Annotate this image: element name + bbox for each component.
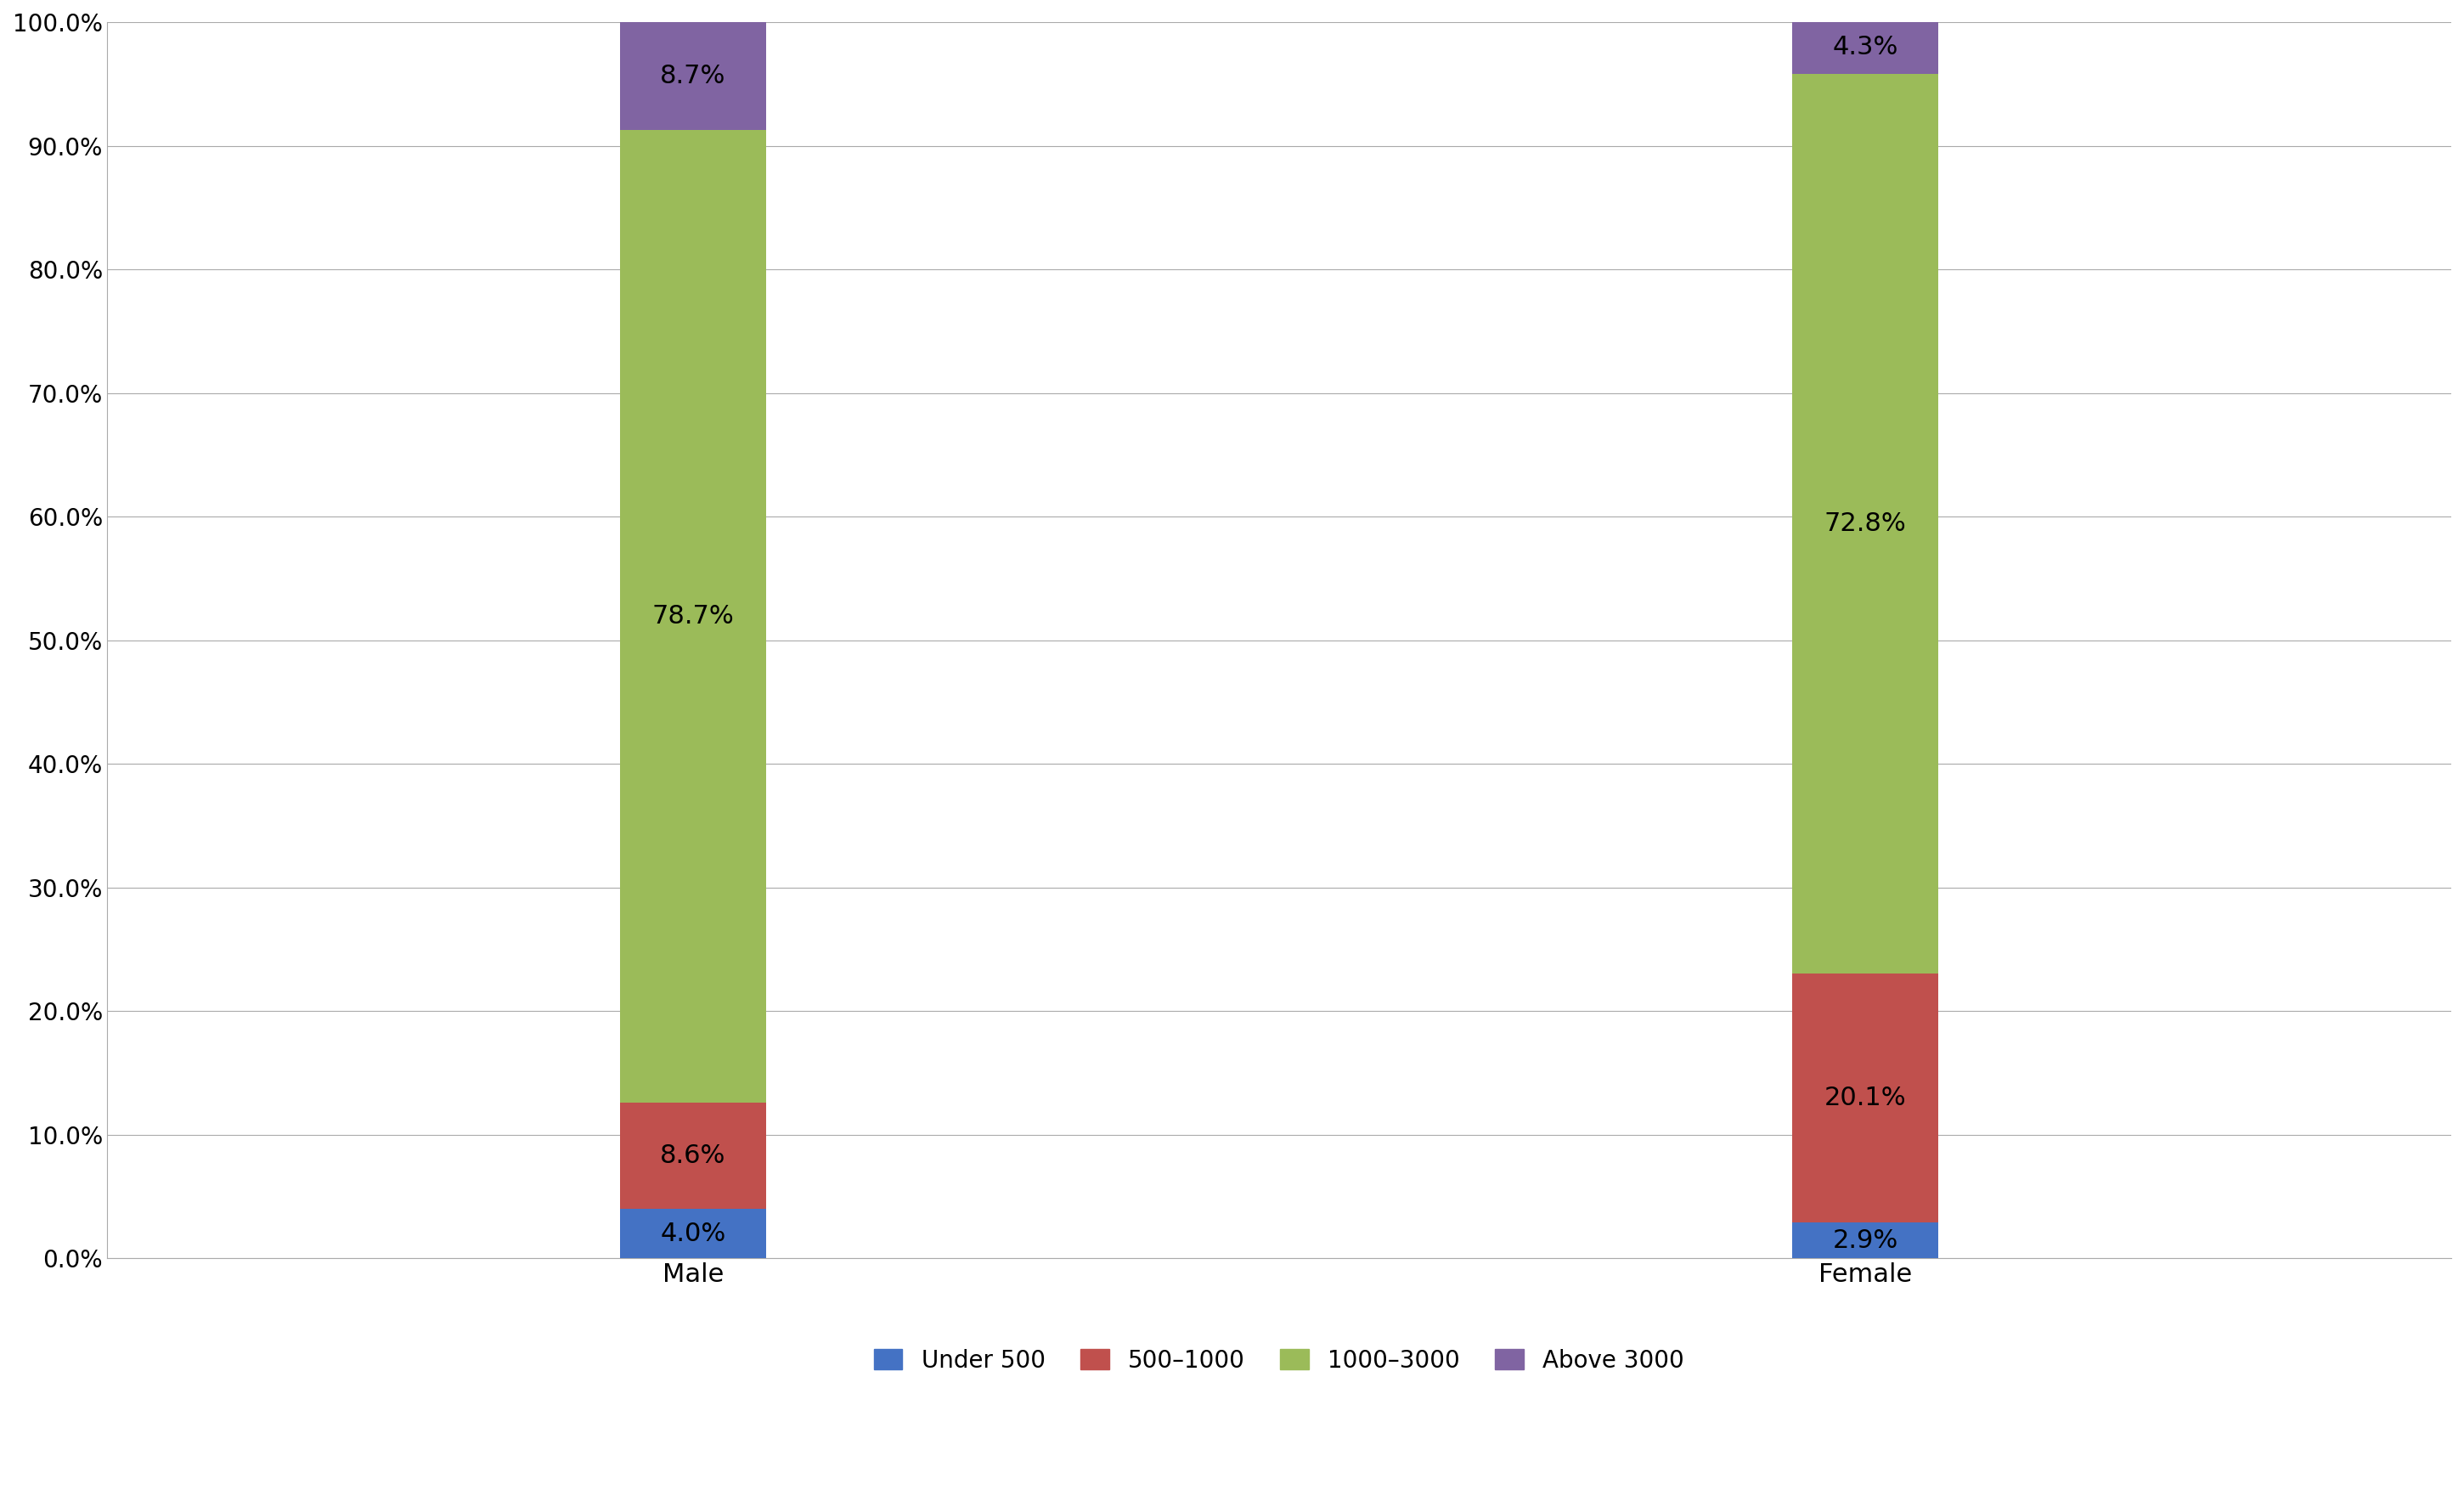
- Bar: [1791, 74, 1939, 974]
- Text: 78.7%: 78.7%: [653, 603, 734, 629]
- Text: 8.7%: 8.7%: [660, 64, 727, 88]
- Text: 2.9%: 2.9%: [1833, 1228, 1897, 1253]
- Bar: [621, 130, 766, 1103]
- Bar: [621, 1103, 766, 1208]
- Bar: [621, 1208, 766, 1258]
- Text: 72.8%: 72.8%: [1823, 511, 1907, 536]
- Bar: [1791, 1222, 1939, 1258]
- Text: 4.3%: 4.3%: [1833, 36, 1897, 60]
- Text: 8.6%: 8.6%: [660, 1143, 727, 1168]
- Text: 20.1%: 20.1%: [1823, 1086, 1907, 1110]
- Bar: [1791, 21, 1939, 74]
- Text: 4.0%: 4.0%: [660, 1222, 727, 1246]
- Legend: Under 500, 500–1000, 1000–3000, Above 3000: Under 500, 500–1000, 1000–3000, Above 30…: [865, 1340, 1693, 1381]
- Bar: [1791, 974, 1939, 1222]
- Bar: [621, 22, 766, 130]
